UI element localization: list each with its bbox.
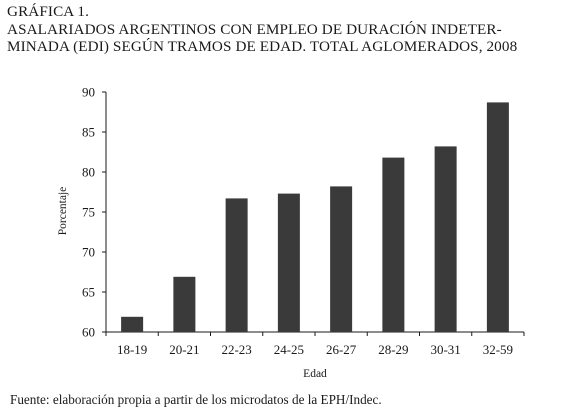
- bar: [434, 146, 457, 332]
- x-tick-label: 30-31: [430, 342, 460, 357]
- y-tick-label: 70: [82, 245, 95, 260]
- x-axis: 18-19 20-21 22-23 24-25 26-27 28-29 30-31 32-59: [105, 331, 525, 357]
- bars: [121, 102, 509, 333]
- bar: [225, 198, 248, 332]
- y-tick-label: 90: [82, 85, 95, 100]
- x-tick-label: 26-27: [326, 342, 357, 357]
- y-tick-label: 75: [82, 205, 95, 220]
- x-axis-label: Edad: [303, 368, 327, 380]
- chart-header: GRÁFICA 1. ASALARIADOS ARGENTINOS CON EM…: [7, 3, 569, 56]
- y-axis: 60 65 70 75 80 85 90: [82, 85, 107, 340]
- figure-label: GRÁFICA 1.: [7, 3, 90, 20]
- x-tick-label: 20-21: [169, 342, 199, 357]
- x-tick-label: 18-19: [117, 342, 147, 357]
- bar: [173, 276, 196, 332]
- x-tick-label: 32-59: [483, 342, 513, 357]
- y-tick-label: 65: [82, 285, 95, 300]
- bar-chart: 60 65 70 75 80 85 90 18-19 20-21 22-23 24-25 26-27…: [57, 85, 525, 380]
- chart-title-line-2: MINADA (EDI) SEGÚN TRAMOS DE EDAD. TOTAL…: [7, 38, 518, 55]
- bar: [382, 157, 405, 332]
- x-tick-label: 22-23: [221, 342, 251, 357]
- bar: [330, 186, 353, 332]
- x-tick-label: 28-29: [378, 342, 408, 357]
- y-tick-label: 85: [82, 125, 95, 140]
- y-tick-label: 80: [82, 165, 95, 180]
- x-tick-label: 24-25: [274, 342, 304, 357]
- bar: [486, 102, 509, 333]
- bar: [121, 316, 144, 332]
- y-axis-label: Porcentaje: [57, 187, 69, 236]
- chart-title-line-1: ASALARIADOS ARGENTINOS CON EMPLEO DE DUR…: [7, 20, 502, 38]
- bar: [277, 193, 300, 332]
- y-tick-label: 60: [82, 325, 95, 340]
- source-note: Fuente: elaboración propia a partir de l…: [10, 392, 382, 407]
